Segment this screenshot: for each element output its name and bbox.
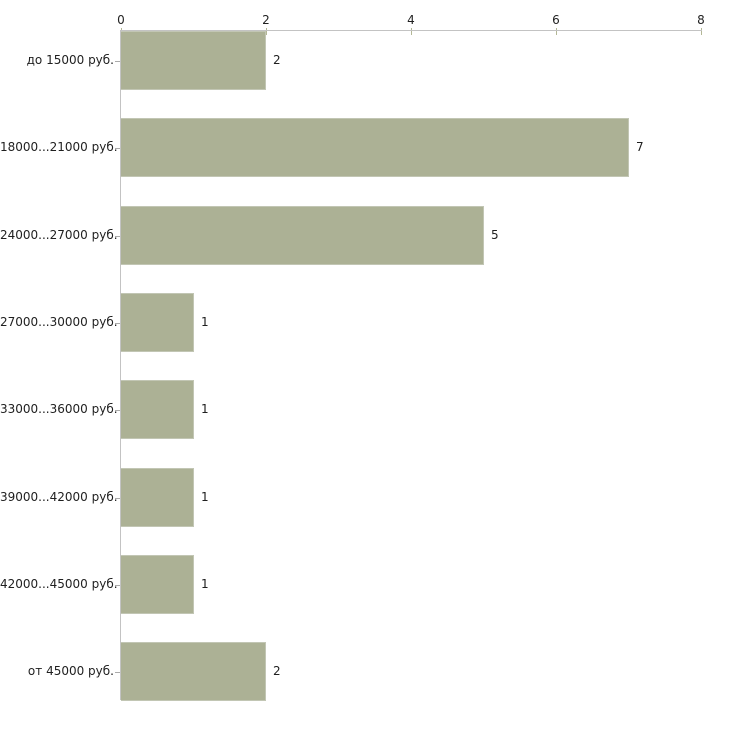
bar	[121, 642, 266, 701]
category-tick-mark	[115, 585, 120, 586]
x-axis-tick-label: 8	[697, 13, 705, 27]
bar	[121, 206, 484, 265]
x-axis-tick-mark	[411, 28, 412, 35]
x-axis-tick-label: 6	[552, 13, 560, 27]
bar-value-label: 5	[491, 228, 499, 242]
category-label: до 15000 руб.	[26, 53, 114, 67]
bar-value-label: 7	[636, 140, 644, 154]
x-axis-tick-label: 4	[407, 13, 415, 27]
bar	[121, 468, 194, 527]
category-label: 42000...45000 руб.	[0, 577, 118, 591]
bar	[121, 555, 194, 614]
category-tick-mark	[115, 148, 120, 149]
bar-value-label: 1	[201, 577, 209, 591]
bar-value-label: 2	[273, 53, 281, 67]
x-axis-tick-mark	[266, 28, 267, 35]
category-tick-mark	[115, 498, 120, 499]
bar	[121, 380, 194, 439]
bar-value-label: 1	[201, 402, 209, 416]
bar-value-label: 1	[201, 315, 209, 329]
y-axis-line	[120, 30, 121, 700]
category-tick-mark	[115, 61, 120, 62]
category-label: 33000...36000 руб.	[0, 402, 118, 416]
category-tick-mark	[115, 236, 120, 237]
category-label: от 45000 руб.	[27, 664, 114, 678]
x-axis-tick-label: 2	[262, 13, 270, 27]
category-tick-mark	[115, 410, 120, 411]
bar	[121, 31, 266, 90]
bar-value-label: 2	[273, 664, 281, 678]
category-label: 27000...30000 руб.	[0, 315, 118, 329]
bar-value-label: 1	[201, 490, 209, 504]
category-label: 18000...21000 руб.	[0, 140, 118, 154]
category-tick-mark	[115, 323, 120, 324]
x-axis-tick-label: 0	[117, 13, 125, 27]
category-label: 24000...27000 руб.	[0, 228, 118, 242]
x-axis-line	[121, 30, 702, 31]
x-axis-tick-mark	[701, 28, 702, 35]
category-label: 39000...42000 руб.	[0, 490, 118, 504]
bar	[121, 118, 629, 177]
x-axis-tick-mark	[556, 28, 557, 35]
bar	[121, 293, 194, 352]
category-tick-mark	[115, 672, 120, 673]
